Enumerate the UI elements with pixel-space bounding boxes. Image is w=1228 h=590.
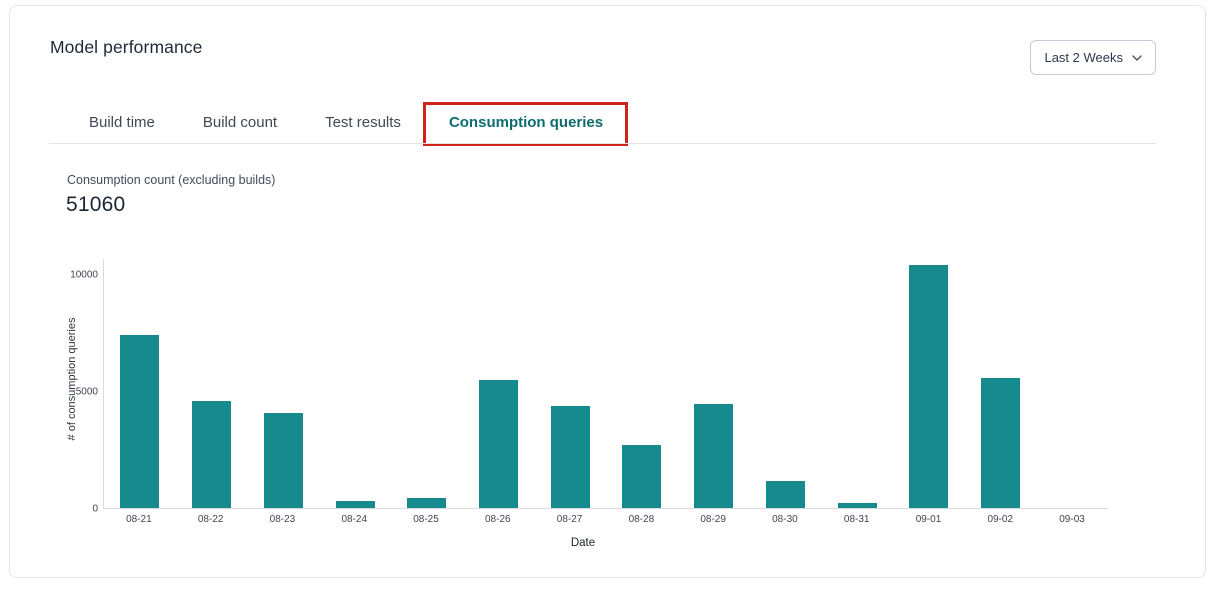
bar-slot-08-29 — [678, 259, 750, 508]
x-axis-ticks: 08-21 08-22 08-23 08-24 08-25 08-26 08-27 08-28… — [103, 514, 1108, 525]
bar-slot-08-31 — [821, 259, 893, 508]
x-tick-08-23: 08-23 — [269, 514, 296, 525]
x-tick-08-22: 08-22 — [197, 514, 224, 525]
bar-slot-08-30 — [749, 259, 821, 508]
tabs-divider — [49, 143, 1156, 144]
chevron-down-icon — [1132, 54, 1142, 61]
bar-slot-08-27 — [534, 259, 606, 508]
bar-slot-09-02 — [965, 259, 1037, 508]
bar-08-23[interactable] — [263, 413, 303, 508]
x-tick-08-21: 08-21 — [126, 514, 152, 525]
x-tick-08-31: 08-31 — [843, 514, 870, 525]
x-tick-08-29: 08-29 — [700, 514, 726, 525]
bar-slot-08-25 — [391, 259, 463, 508]
bar-08-26[interactable] — [478, 379, 518, 508]
bar-08-24[interactable] — [335, 501, 375, 508]
y-tick-0: 0 — [92, 503, 98, 515]
bar-08-30[interactable] — [765, 481, 805, 508]
bar-slot-08-24 — [319, 259, 391, 508]
bar-09-01[interactable] — [909, 265, 949, 508]
tab-test-results[interactable]: Test results — [325, 114, 401, 131]
metric-label: Consumption count (excluding builds) — [67, 173, 276, 187]
x-tick-08-24: 08-24 — [341, 514, 368, 525]
bar-slot-08-21 — [104, 259, 176, 508]
x-tick-08-28: 08-28 — [628, 514, 655, 525]
tab-build-count[interactable]: Build count — [202, 114, 278, 131]
x-tick-08-27: 08-27 — [556, 514, 583, 525]
x-tick-08-25: 08-25 — [413, 514, 439, 525]
tab-build-time[interactable]: Build time — [89, 114, 155, 131]
tab-consumption-queries[interactable]: Consumption queries — [422, 102, 629, 146]
bar-chart — [103, 259, 1108, 509]
bar-08-22[interactable] — [192, 400, 232, 508]
bar-09-02[interactable] — [980, 378, 1020, 508]
bar-slot-09-01 — [893, 259, 965, 508]
x-tick-09-01: 09-01 — [915, 514, 942, 525]
x-axis-title: Date — [570, 537, 596, 549]
bar-08-31[interactable] — [837, 503, 877, 508]
bar-08-28[interactable] — [622, 444, 662, 508]
page-title: Model performance — [50, 37, 203, 57]
bar-slot-08-28 — [606, 259, 678, 508]
annotation-highlight-box — [422, 102, 629, 146]
bar-slot-09-03 — [1036, 259, 1108, 508]
model-performance-card: Model performance Last 2 Weeks Build tim… — [9, 5, 1206, 578]
date-range-label: Last 2 Weeks — [1044, 50, 1123, 65]
x-tick-08-26: 08-26 — [485, 514, 511, 525]
date-range-dropdown[interactable]: Last 2 Weeks — [1030, 40, 1156, 75]
y-tick-5000: 5000 — [75, 386, 98, 398]
bar-08-25[interactable] — [407, 498, 447, 508]
y-tick-10000: 10000 — [70, 269, 98, 281]
bar-08-21[interactable] — [120, 335, 160, 508]
tabs: Build time Build count Test results Consump… — [89, 102, 629, 146]
bar-slot-08-23 — [247, 259, 319, 508]
bar-08-27[interactable] — [550, 406, 590, 508]
bar-slot-08-26 — [463, 259, 535, 508]
x-tick-09-02: 09-02 — [987, 514, 1014, 525]
bar-slot-08-22 — [176, 259, 248, 508]
x-tick-08-30: 08-30 — [772, 514, 798, 525]
bar-08-29[interactable] — [694, 404, 734, 508]
x-tick-09-03: 09-03 — [1059, 514, 1085, 525]
metric-value: 51060 — [66, 193, 126, 216]
y-axis-ticks: 0 5000 10000 — [10, 259, 98, 515]
